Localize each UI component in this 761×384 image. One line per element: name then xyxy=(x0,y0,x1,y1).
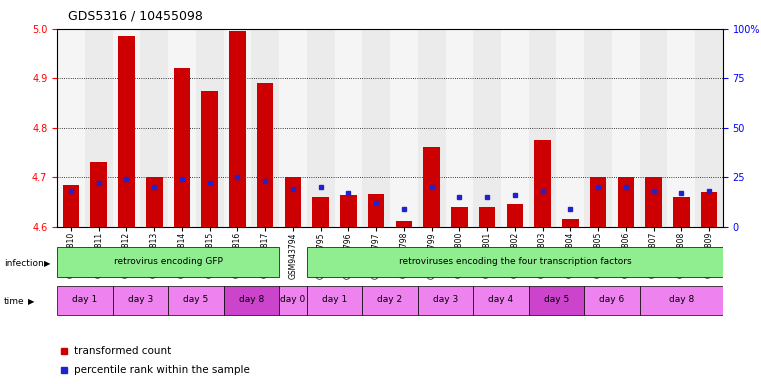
Bar xyxy=(423,147,440,227)
Bar xyxy=(362,29,390,227)
Bar xyxy=(562,219,578,227)
Text: day 4: day 4 xyxy=(489,295,514,305)
Text: day 3: day 3 xyxy=(128,295,153,305)
Bar xyxy=(584,29,612,227)
Bar xyxy=(196,29,224,227)
Bar xyxy=(696,29,723,227)
Text: day 5: day 5 xyxy=(544,295,569,305)
Bar xyxy=(312,197,329,227)
Bar xyxy=(673,197,689,227)
Bar xyxy=(479,207,495,227)
Text: ▶: ▶ xyxy=(28,297,35,306)
Text: infection: infection xyxy=(4,258,43,268)
Bar xyxy=(640,29,667,227)
Bar xyxy=(418,29,445,227)
Bar xyxy=(118,36,135,227)
Bar xyxy=(396,221,412,227)
Bar xyxy=(667,29,696,227)
Text: day 1: day 1 xyxy=(322,295,347,305)
Bar xyxy=(307,247,723,277)
Bar xyxy=(529,29,556,227)
Text: GDS5316 / 10455098: GDS5316 / 10455098 xyxy=(68,10,203,23)
Bar xyxy=(174,68,190,227)
Bar xyxy=(473,29,501,227)
Bar xyxy=(590,177,607,227)
Bar xyxy=(57,29,84,227)
Bar xyxy=(362,286,418,315)
Bar xyxy=(340,195,357,227)
Text: ▶: ▶ xyxy=(44,258,51,268)
Bar xyxy=(229,31,246,227)
Text: time: time xyxy=(4,297,24,306)
Text: day 8: day 8 xyxy=(669,295,694,305)
Bar xyxy=(279,29,307,227)
Bar xyxy=(390,29,418,227)
Bar xyxy=(645,177,662,227)
Bar xyxy=(584,286,640,315)
Text: day 3: day 3 xyxy=(433,295,458,305)
Bar xyxy=(418,286,473,315)
Bar xyxy=(91,162,107,227)
Bar xyxy=(368,194,384,227)
Bar xyxy=(534,140,551,227)
Bar xyxy=(279,286,307,315)
Text: day 5: day 5 xyxy=(183,295,209,305)
Bar xyxy=(202,91,218,227)
Text: retrovirus encoding GFP: retrovirus encoding GFP xyxy=(113,257,222,266)
Bar xyxy=(701,192,718,227)
Bar xyxy=(451,207,468,227)
Bar xyxy=(529,286,584,315)
Bar xyxy=(307,286,362,315)
Bar xyxy=(556,29,584,227)
Bar xyxy=(57,247,279,277)
Text: percentile rank within the sample: percentile rank within the sample xyxy=(74,364,250,375)
Bar xyxy=(224,286,279,315)
Text: day 8: day 8 xyxy=(239,295,264,305)
Bar xyxy=(57,286,113,315)
Bar xyxy=(224,29,251,227)
Bar xyxy=(140,29,168,227)
Text: day 1: day 1 xyxy=(72,295,97,305)
Bar xyxy=(62,185,79,227)
Bar xyxy=(113,29,140,227)
Text: transformed count: transformed count xyxy=(74,346,171,356)
Bar xyxy=(251,29,279,227)
Bar xyxy=(256,83,273,227)
Bar xyxy=(285,177,301,227)
Text: day 0: day 0 xyxy=(280,295,305,305)
Bar xyxy=(445,29,473,227)
Bar xyxy=(307,29,335,227)
Text: day 6: day 6 xyxy=(600,295,625,305)
Bar xyxy=(617,177,634,227)
Bar xyxy=(168,29,196,227)
Bar xyxy=(640,286,723,315)
Bar xyxy=(113,286,168,315)
Bar xyxy=(168,286,224,315)
Bar xyxy=(146,177,163,227)
Bar xyxy=(84,29,113,227)
Bar xyxy=(473,286,529,315)
Bar xyxy=(501,29,529,227)
Text: day 2: day 2 xyxy=(377,295,403,305)
Bar xyxy=(507,204,523,227)
Text: retroviruses encoding the four transcription factors: retroviruses encoding the four transcrip… xyxy=(399,257,631,266)
Bar xyxy=(612,29,640,227)
Bar xyxy=(335,29,362,227)
